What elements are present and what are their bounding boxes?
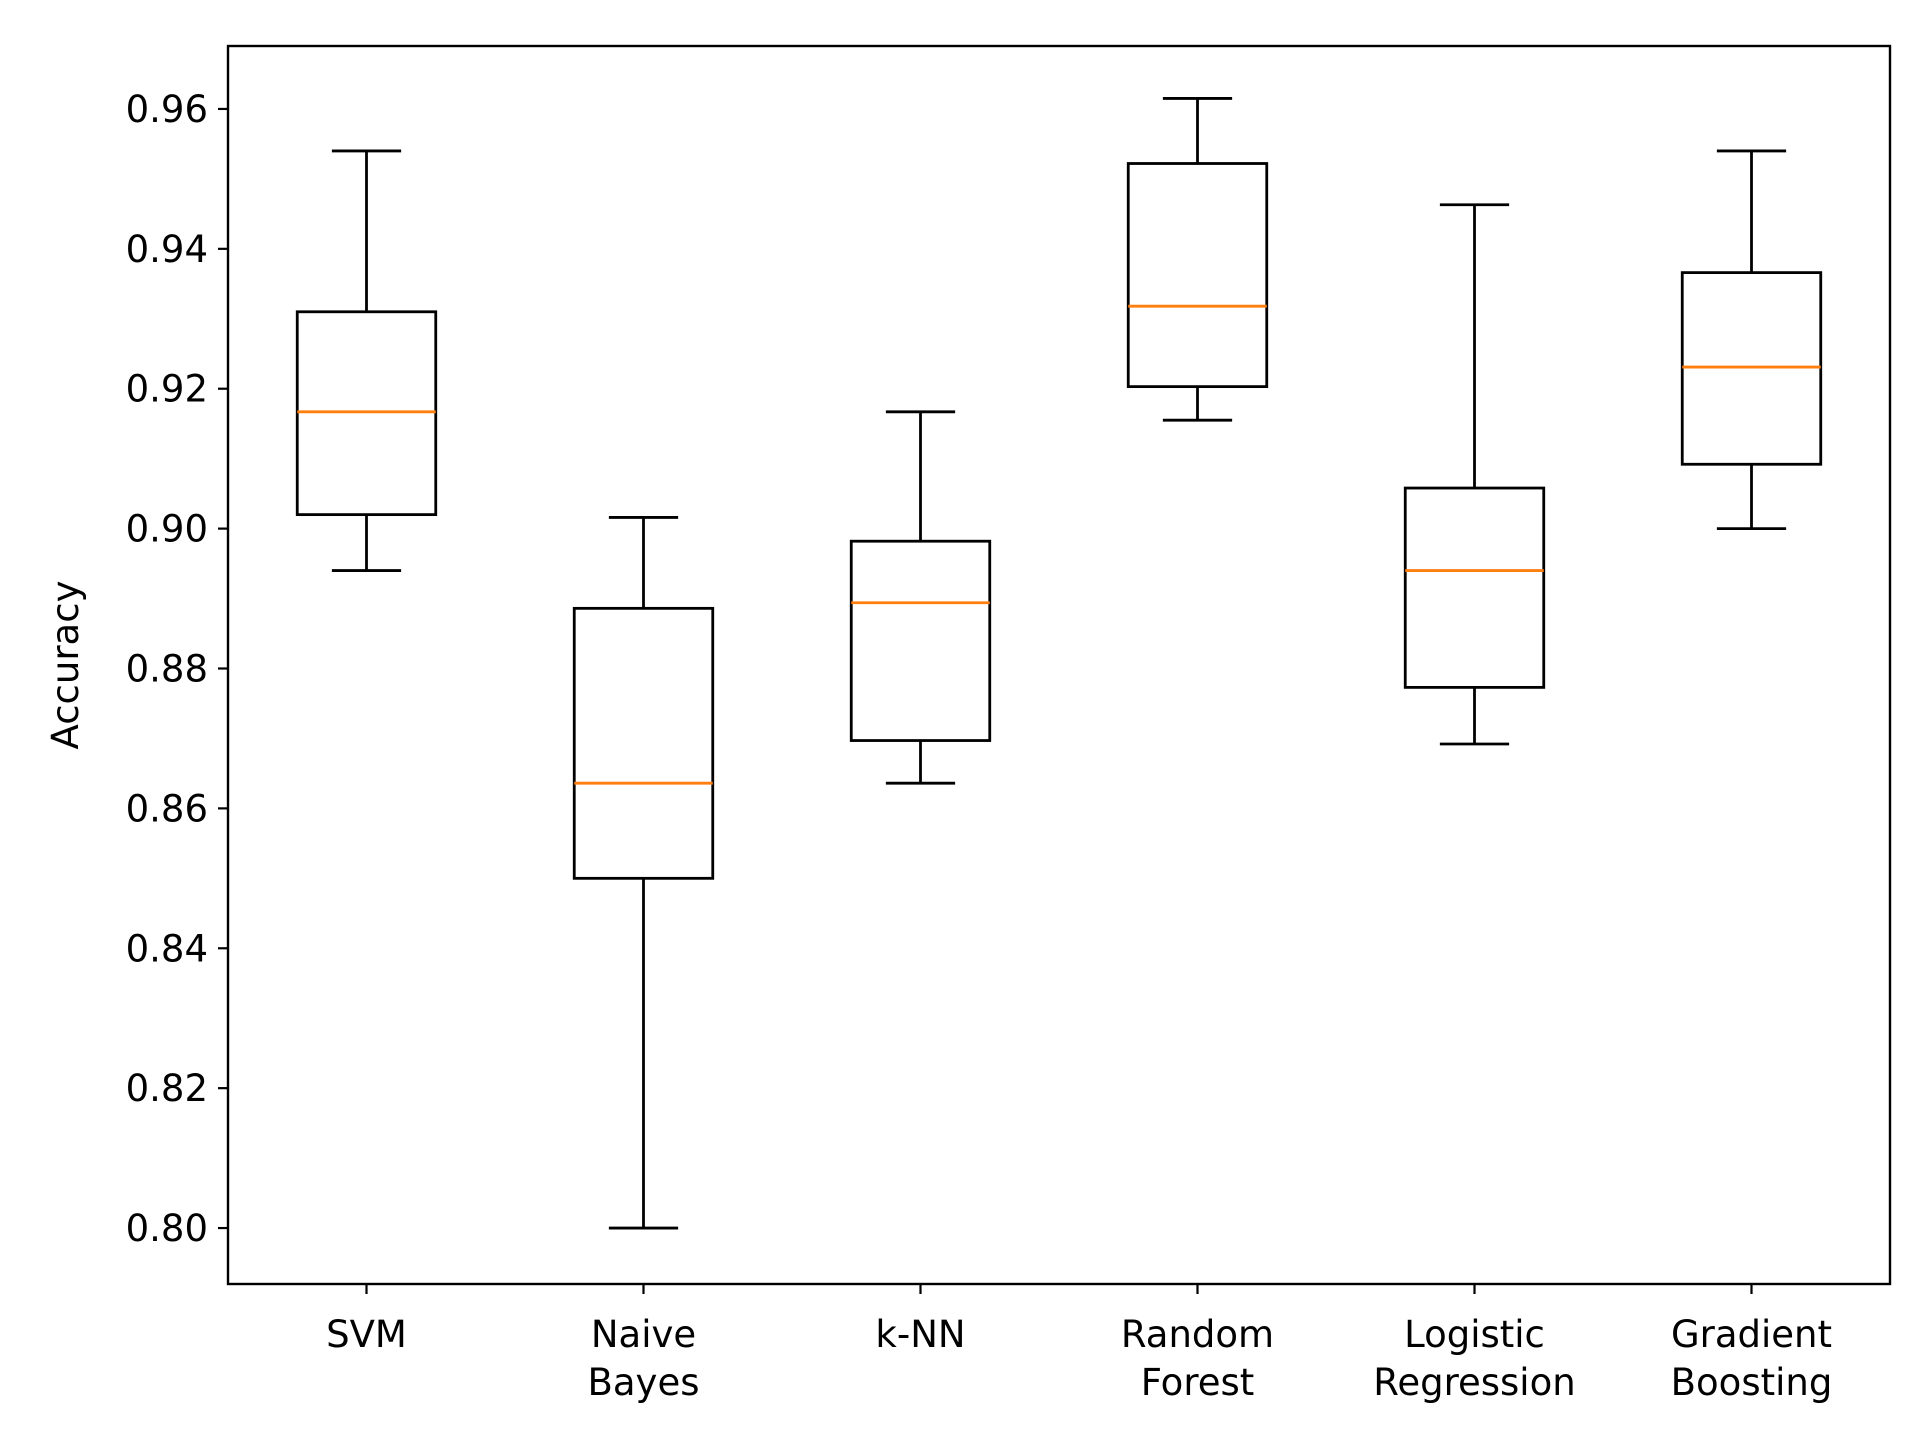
x-tick-label: Gradient — [1671, 1313, 1832, 1356]
y-axis-label: Accuracy — [44, 581, 87, 750]
y-tick-label: 0.94 — [126, 228, 208, 271]
iqr-box — [849, 539, 992, 742]
iqr-box — [1403, 486, 1546, 689]
x-tick-label: Naive — [591, 1313, 696, 1356]
x-tick-label: k-NN — [875, 1313, 965, 1356]
y-tick-label: 0.90 — [126, 508, 208, 551]
x-tick-label: SVM — [326, 1313, 407, 1356]
plot-frame — [226, 44, 1892, 1286]
y-axis: 0.80 0.82 0.84 0.86 0.88 0.90 0.92 0.94 0.96 — [126, 88, 228, 1250]
x-tick-label: Forest — [1141, 1361, 1255, 1404]
y-tick-label: 0.86 — [126, 787, 208, 830]
x-tick-label: Regression — [1373, 1361, 1575, 1404]
box-group — [1126, 97, 1269, 422]
box-group — [295, 149, 438, 572]
x-tick-label: Random — [1121, 1313, 1274, 1356]
y-tick-label: 0.96 — [126, 88, 208, 131]
box-group — [849, 410, 992, 785]
y-tick-label: 0.88 — [126, 647, 208, 690]
iqr-box — [572, 606, 715, 880]
x-axis: SVM Naive Bayes k-NN Random Forest Logistic Reg… — [326, 1284, 1832, 1404]
box-group — [1680, 149, 1823, 531]
box-group — [572, 516, 715, 1230]
iqr-box — [1126, 162, 1269, 389]
y-tick-label: 0.92 — [126, 368, 208, 411]
y-tick-label: 0.84 — [126, 927, 208, 970]
box-group — [1403, 203, 1546, 746]
x-tick-label: Boosting — [1671, 1361, 1833, 1404]
x-tick-label: Bayes — [588, 1361, 700, 1404]
plot-layer — [295, 97, 1823, 1230]
y-tick-label: 0.82 — [126, 1067, 208, 1110]
x-tick-label: Logistic — [1404, 1313, 1545, 1356]
y-tick-label: 0.80 — [126, 1207, 208, 1250]
